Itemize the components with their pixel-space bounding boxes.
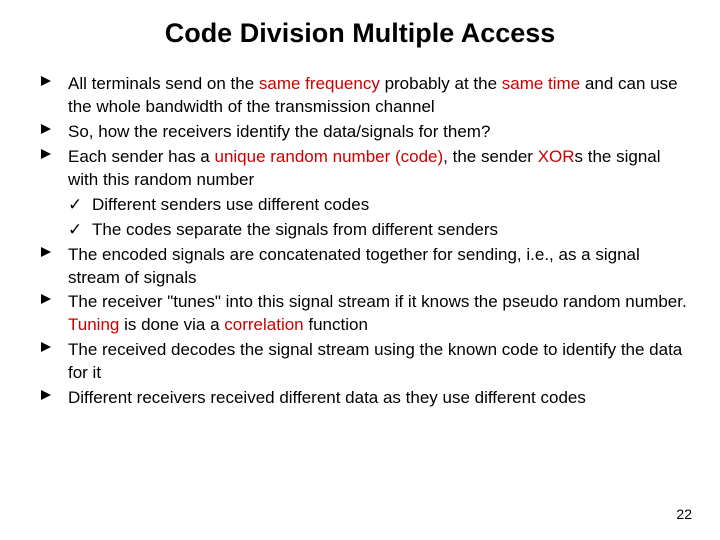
bullet-text: The encoded signals are concatenated tog… [68, 244, 690, 290]
bullet-text: All terminals send on the same frequency… [68, 73, 690, 119]
bullet-text: So, how the receivers identify the data/… [68, 121, 690, 144]
arrow-bullet-icon [40, 244, 68, 258]
bullet-text: The received decodes the signal stream u… [68, 339, 690, 385]
arrow-bullet-icon [40, 339, 68, 353]
sub-list-item: ✓ Different senders use different codes [68, 194, 690, 217]
bullet-text: Each sender has a unique random number (… [68, 146, 690, 192]
page-title: Code Division Multiple Access [0, 0, 720, 73]
bullet-text: The receiver "tunes" into this signal st… [68, 291, 690, 337]
arrow-bullet-icon [40, 121, 68, 135]
list-item: The encoded signals are concatenated tog… [40, 244, 690, 290]
sub-bullet-text: Different senders use different codes [92, 194, 690, 217]
list-item: The received decodes the signal stream u… [40, 339, 690, 385]
list-item: Each sender has a unique random number (… [40, 146, 690, 192]
content-area: All terminals send on the same frequency… [0, 73, 720, 410]
list-item: The receiver "tunes" into this signal st… [40, 291, 690, 337]
bullet-text: Different receivers received different d… [68, 387, 690, 410]
check-bullet-icon: ✓ [68, 219, 92, 240]
page-number: 22 [676, 506, 692, 522]
arrow-bullet-icon [40, 387, 68, 401]
list-item: Different receivers received different d… [40, 387, 690, 410]
list-item: So, how the receivers identify the data/… [40, 121, 690, 144]
sub-list-item: ✓ The codes separate the signals from di… [68, 219, 690, 242]
arrow-bullet-icon [40, 291, 68, 305]
sub-bullet-text: The codes separate the signals from diff… [92, 219, 690, 242]
arrow-bullet-icon [40, 73, 68, 87]
list-item: All terminals send on the same frequency… [40, 73, 690, 119]
check-bullet-icon: ✓ [68, 194, 92, 215]
arrow-bullet-icon [40, 146, 68, 160]
